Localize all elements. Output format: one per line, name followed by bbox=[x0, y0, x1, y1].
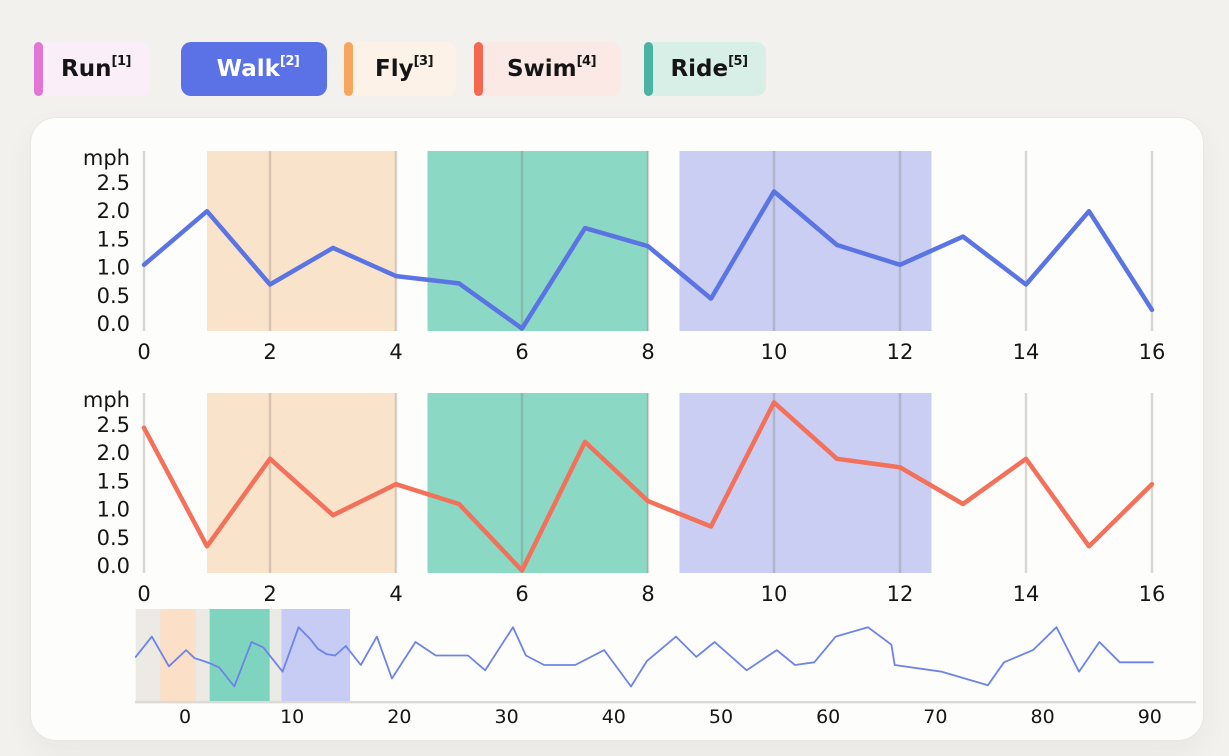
svg-text:80: 80 bbox=[1031, 706, 1055, 728]
overview-chart[interactable]: 0 10 20 30 40 50 60 70 80 90 bbox=[31, 604, 1205, 729]
svg-text:10: 10 bbox=[280, 706, 304, 728]
svg-text:2.5: 2.5 bbox=[97, 413, 130, 437]
svg-text:16: 16 bbox=[1139, 582, 1166, 606]
svg-text:0.0: 0.0 bbox=[97, 554, 130, 578]
legend-label-fly: Fly[3] bbox=[374, 54, 434, 82]
svg-text:2: 2 bbox=[263, 340, 276, 364]
svg-text:4: 4 bbox=[389, 582, 402, 606]
svg-text:2.0: 2.0 bbox=[97, 441, 130, 465]
run-accent-bar bbox=[34, 42, 43, 96]
svg-text:1.0: 1.0 bbox=[97, 498, 130, 522]
svg-text:14: 14 bbox=[1013, 340, 1040, 364]
svg-text:12: 12 bbox=[887, 582, 914, 606]
svg-text:mph: mph bbox=[83, 388, 130, 412]
legend-label-swim: Swim[4] bbox=[506, 54, 597, 82]
svg-text:10: 10 bbox=[761, 582, 788, 606]
svg-text:2.5: 2.5 bbox=[97, 171, 130, 195]
svg-text:1.5: 1.5 bbox=[97, 227, 130, 251]
svg-text:6: 6 bbox=[515, 340, 528, 364]
svg-text:30: 30 bbox=[495, 706, 519, 728]
svg-text:70: 70 bbox=[923, 706, 947, 728]
svg-text:50: 50 bbox=[709, 706, 733, 728]
legend-label-walk: Walk[2] bbox=[216, 54, 300, 82]
svg-text:0.0: 0.0 bbox=[97, 312, 130, 336]
fly-accent-bar bbox=[344, 42, 353, 96]
svg-text:10: 10 bbox=[761, 340, 788, 364]
svg-text:1.0: 1.0 bbox=[97, 256, 130, 280]
svg-text:40: 40 bbox=[602, 706, 626, 728]
svg-text:60: 60 bbox=[816, 706, 840, 728]
legend-label-run: Run[1] bbox=[61, 54, 131, 82]
swim-accent-bar bbox=[474, 42, 483, 96]
ride-accent-bar bbox=[644, 42, 653, 96]
legend-button-run[interactable]: Run[1] bbox=[34, 42, 150, 96]
svg-text:12: 12 bbox=[887, 340, 914, 364]
svg-text:4: 4 bbox=[389, 340, 402, 364]
svg-text:0: 0 bbox=[179, 706, 191, 728]
svg-text:8: 8 bbox=[641, 582, 654, 606]
svg-text:8: 8 bbox=[641, 340, 654, 364]
swim-chart: 0 2 4 6 8 10 12 14 16 2.5 2.0 1.5 1.0 0.5 0.0 mph bbox=[83, 388, 1166, 606]
svg-text:20: 20 bbox=[387, 706, 411, 728]
svg-text:90: 90 bbox=[1138, 706, 1162, 728]
svg-text:0: 0 bbox=[137, 340, 150, 364]
legend-button-swim[interactable]: Swim[4] bbox=[474, 42, 621, 96]
svg-text:6: 6 bbox=[515, 582, 528, 606]
svg-text:mph: mph bbox=[83, 146, 130, 170]
svg-text:0.5: 0.5 bbox=[97, 526, 130, 550]
svg-text:1.5: 1.5 bbox=[97, 469, 130, 493]
svg-text:0: 0 bbox=[137, 582, 150, 606]
svg-text:16: 16 bbox=[1139, 340, 1166, 364]
svg-text:0.5: 0.5 bbox=[97, 284, 130, 308]
legend-button-ride[interactable]: Ride[5] bbox=[644, 42, 766, 96]
svg-text:14: 14 bbox=[1013, 582, 1040, 606]
legend: Run[1] Walk[2] Fly[3] Swim[4] Ride[5] bbox=[34, 42, 766, 96]
chart-panel: 0 2 4 6 8 10 12 14 16 2.5 2.0 1.5 1.0 0.5 0.0 mph 0 2 4 6 8… bbox=[30, 117, 1204, 741]
svg-text:2: 2 bbox=[263, 582, 276, 606]
svg-text:2.0: 2.0 bbox=[97, 199, 130, 223]
walk-chart: 0 2 4 6 8 10 12 14 16 2.5 2.0 1.5 1.0 0.5 0.0 mph bbox=[83, 146, 1166, 364]
legend-button-walk[interactable]: Walk[2] bbox=[181, 42, 327, 96]
legend-button-fly[interactable]: Fly[3] bbox=[344, 42, 456, 96]
legend-label-ride: Ride[5] bbox=[670, 54, 748, 82]
